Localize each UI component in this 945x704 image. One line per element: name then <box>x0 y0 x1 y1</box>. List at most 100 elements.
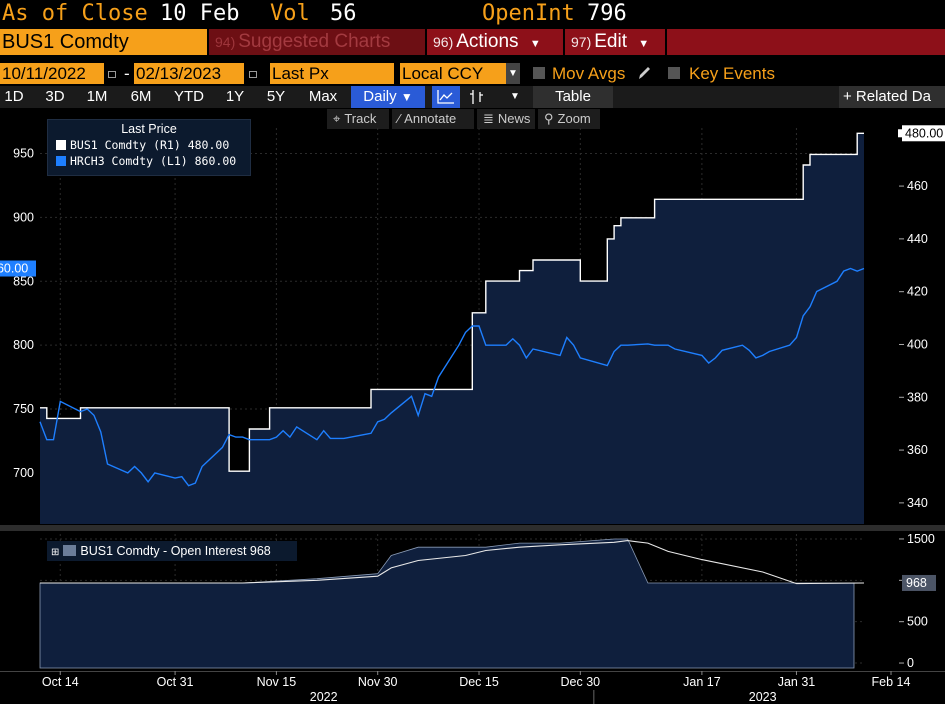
ticker-field[interactable]: BUS1 Comdty <box>0 29 207 55</box>
suggested-number: 94) <box>215 34 236 50</box>
right-axis-tick: 460 <box>907 179 928 193</box>
frequency-label: Daily <box>363 88 397 105</box>
date-range-dash: - <box>124 64 130 83</box>
legend-swatch <box>56 156 66 166</box>
field-select[interactable]: Last Px <box>270 63 394 84</box>
actions-menu-button[interactable]: 96) Actions ▼ <box>427 29 563 55</box>
bar-chart-icon[interactable] <box>464 86 490 108</box>
oi-axis-tick: 1500 <box>907 532 935 546</box>
legend-swatch <box>56 140 66 150</box>
chevron-down-icon: ▼ <box>400 90 413 104</box>
right-last-value-label: 480.00 <box>905 126 943 140</box>
period-max[interactable]: Max <box>308 88 338 105</box>
annotate-button[interactable]: ⁄ Annotate <box>392 109 474 129</box>
right-last-value-box <box>902 125 945 142</box>
legend-item-hrch3[interactable]: HRCH3 Comdty (L1) 860.00 <box>56 154 236 169</box>
price-legend[interactable]: Last Price BUS1 Comdty (R1) 480.00 HRCH3… <box>47 119 251 176</box>
track-label: Track <box>344 111 377 126</box>
chevron-down-icon: ▼ <box>638 38 650 50</box>
legend-item-bus1[interactable]: BUS1 Comdty (R1) 480.00 <box>56 138 229 153</box>
legend-label: HRCH3 Comdty (L1) 860.00 <box>70 154 237 168</box>
period-3d[interactable]: 3D <box>45 88 65 105</box>
x-axis-tick: Dec 30 <box>561 675 601 689</box>
line-chart-icon[interactable] <box>432 86 460 108</box>
frequency-select[interactable]: Daily ▼ <box>351 86 425 108</box>
x-axis-line <box>0 671 945 672</box>
period-1y[interactable]: 1Y <box>225 88 245 105</box>
open-interest-legend[interactable]: ⊞ BUS1 Comdty - Open Interest 968 <box>47 541 297 561</box>
key-events-checkbox[interactable] <box>668 67 680 79</box>
suggested-charts-button[interactable]: 94) Suggested Charts <box>209 29 425 55</box>
chevron-down-icon[interactable]: ▼ <box>506 63 520 84</box>
x-axis-tick: Jan 31 <box>778 675 816 689</box>
oi-last-value-label: 968 <box>906 576 927 590</box>
legend-label: BUS1 Comdty (R1) 480.00 <box>70 138 230 152</box>
panel-divider <box>0 525 945 531</box>
mov-avgs-checkbox[interactable] <box>533 67 545 79</box>
left-axis-tick: 850 <box>13 274 34 288</box>
as-of-label: As of Close <box>2 1 148 26</box>
period-1d[interactable]: 1D <box>4 88 24 105</box>
left-last-value-label: 860.00 <box>0 262 28 276</box>
edit-number: 97) <box>571 34 592 50</box>
period-5y[interactable]: 5Y <box>266 88 286 105</box>
mov-avgs-label: Mov Avgs <box>552 64 626 83</box>
open-interest-line <box>40 540 865 585</box>
period-bar: 1D 3D 1M 6M YTD 1Y 5Y Max Daily ▼ ▼ Tabl… <box>0 86 945 108</box>
start-date-input[interactable]: 10/11/2022 <box>0 63 104 84</box>
oi-axis-tick: 0 <box>907 656 914 670</box>
left-axis-tick: 800 <box>13 338 34 352</box>
legend-swatch <box>63 545 77 556</box>
x-axis-year: 2022 <box>310 690 338 704</box>
track-button[interactable]: ⌖ Track <box>327 109 389 129</box>
left-last-value-box <box>0 260 36 277</box>
chevron-down-icon[interactable]: ▼ <box>510 91 520 102</box>
x-axis-tick: Oct 31 <box>157 675 194 689</box>
x-axis-tick: Jan 17 <box>683 675 721 689</box>
related-data-button[interactable]: + Related Da <box>839 86 945 108</box>
as-of-date: 10 Feb <box>160 1 240 26</box>
right-last-value-pointer <box>898 129 904 138</box>
end-date-input[interactable]: 02/13/2023 <box>134 63 244 84</box>
toolbar-filler <box>667 29 945 55</box>
expand-icon: ⊞ <box>51 547 60 558</box>
legend-title: Last Price <box>121 122 177 136</box>
news-button[interactable]: ≣ News <box>477 109 535 129</box>
legend-label: BUS1 Comdty - Open Interest 968 <box>80 544 271 558</box>
right-axis-tick: 400 <box>907 337 928 351</box>
right-axis-tick: 380 <box>907 390 928 404</box>
x-axis-tick: Feb 14 <box>872 675 911 689</box>
edit-label: Edit <box>594 31 627 52</box>
calendar-icon[interactable] <box>246 66 258 80</box>
x-axis-tick: Nov 30 <box>358 675 398 689</box>
table-button[interactable]: Table <box>533 86 613 108</box>
chart-settings-row: 10/11/2022 - 02/13/2023 Last Px Local CC… <box>0 63 945 85</box>
openint-label: OpenInt <box>482 1 575 26</box>
actions-label: Actions <box>456 31 519 52</box>
right-axis-tick: 360 <box>907 443 928 457</box>
magnifier-icon: ⚲ <box>544 111 554 126</box>
period-ytd[interactable]: YTD <box>174 88 204 105</box>
x-axis-tick: Nov 15 <box>257 675 297 689</box>
vol-value: 56 <box>330 1 357 26</box>
actions-number: 96) <box>433 34 454 50</box>
zoom-button[interactable]: ⚲ Zoom <box>538 109 600 129</box>
news-icon: ≣ <box>483 111 494 126</box>
edit-menu-button[interactable]: 97) Edit ▼ <box>565 29 665 55</box>
pencil-icon[interactable] <box>637 65 651 81</box>
right-axis-tick: 440 <box>907 232 928 246</box>
pen-icon: ⁄ <box>398 111 401 126</box>
currency-select[interactable]: Local CCY <box>400 63 506 84</box>
hrch3-line <box>39 267 865 487</box>
x-axis-year: 2023 <box>749 690 777 704</box>
zoom-label: Zoom <box>557 111 591 126</box>
left-axis-tick: 900 <box>13 210 34 224</box>
quote-header: As of Close 10 Feb Vol 56 OpenInt 796 <box>0 0 945 27</box>
calendar-icon[interactable] <box>105 66 117 80</box>
bus1-area <box>40 133 864 525</box>
left-axis-tick: 700 <box>13 466 34 480</box>
left-axis-tick: 750 <box>13 402 34 416</box>
period-1m[interactable]: 1M <box>86 88 108 105</box>
period-6m[interactable]: 6M <box>130 88 152 105</box>
